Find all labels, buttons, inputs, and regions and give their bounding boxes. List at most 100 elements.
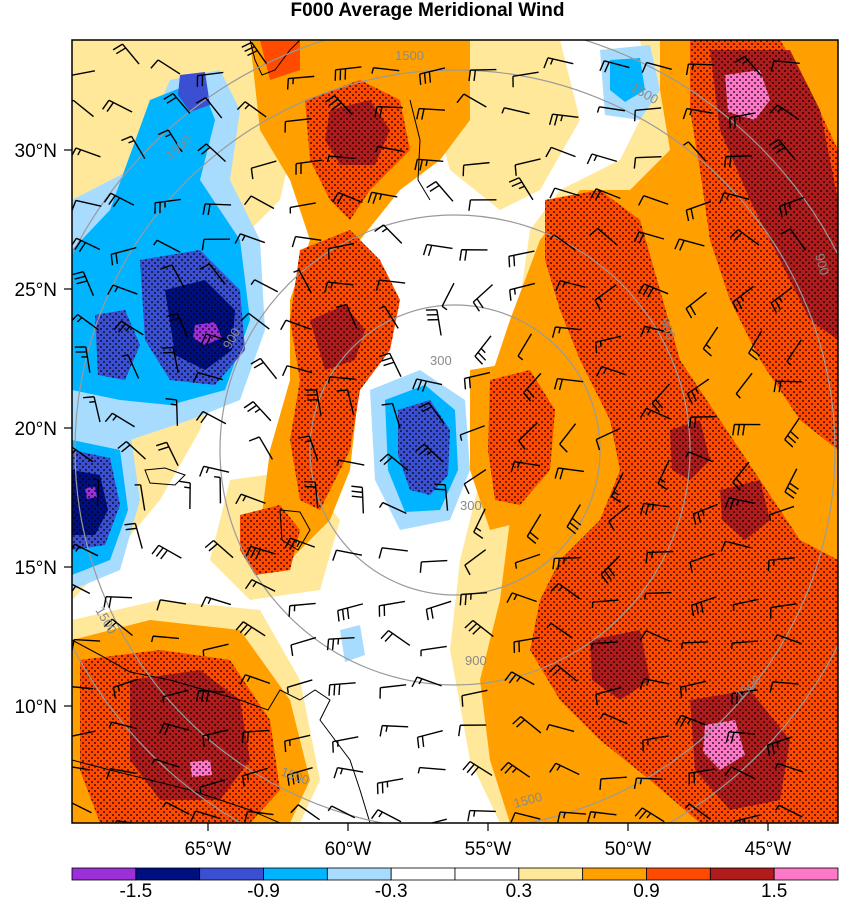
wind-barb [202, 203, 232, 216]
wind-barb [121, 135, 146, 159]
wind-barb [685, 63, 715, 76]
wind-barb [458, 724, 487, 737]
wind-barb [459, 249, 488, 261]
wind-barb [769, 138, 796, 161]
wind-barb [730, 640, 759, 650]
wind-barb [280, 319, 311, 331]
wind-barbs [72, 41, 807, 823]
colorbar-label: -0.3 [375, 881, 408, 900]
wind-barb [684, 803, 711, 820]
wind-barb [199, 779, 226, 794]
wind-barb [332, 549, 363, 561]
wind-barb [456, 93, 487, 108]
wind-barb [732, 423, 761, 436]
wind-barb [103, 618, 133, 637]
wind-barb [686, 378, 710, 404]
colorbar-swatch [518, 867, 584, 881]
wind-barb [559, 423, 577, 453]
wind-barb [464, 619, 494, 638]
colorbar-label: 0.9 [633, 881, 659, 900]
colorbar-label: -1.5 [119, 881, 152, 900]
wind-barb [284, 117, 312, 133]
wind-barb [195, 97, 223, 119]
wind-barb [514, 553, 541, 569]
wind-barb [729, 229, 760, 246]
wind-barb [244, 810, 274, 823]
wind-barb [633, 231, 665, 244]
wind-barb [775, 804, 803, 818]
wind-barb [657, 459, 670, 491]
wind-barb [201, 238, 230, 251]
wind-barb [467, 809, 496, 822]
negative-faint-region [340, 625, 365, 662]
wind-barb [514, 158, 541, 176]
colorbar-labels: -1.5 -0.9 -0.3 0.3 0.9 1.5 [119, 881, 787, 900]
wind-barb [293, 269, 312, 294]
wind-barb [150, 635, 179, 643]
wind-barb [566, 504, 582, 535]
colorbar-label: 0.3 [506, 881, 532, 900]
ring-label-1500-bottom: 1500 [512, 789, 544, 811]
wind-barb [298, 435, 319, 461]
ring-label-300: 300 [430, 353, 452, 368]
wind-barb [304, 480, 319, 508]
wind-barb [156, 441, 179, 466]
wind-barb [546, 723, 575, 733]
wind-barb [376, 777, 404, 795]
wind-barb [462, 760, 493, 777]
wind-barb [543, 57, 574, 69]
wind-barb [336, 389, 355, 416]
wind-barb [72, 237, 101, 253]
ring-label-900-right: 900 [657, 316, 679, 342]
wind-barb [156, 599, 187, 611]
wind-barb [380, 629, 411, 647]
wind-barb [769, 104, 800, 121]
wind-barb [651, 383, 670, 413]
wind-barb [644, 591, 672, 600]
wind-barb [508, 177, 534, 201]
wind-barb [190, 810, 221, 822]
wind-barb [549, 762, 580, 776]
wind-barb [685, 291, 707, 319]
colorbar-swatch [263, 867, 328, 881]
wind-barb [509, 282, 536, 301]
wind-barb [459, 591, 488, 606]
wind-barb [518, 422, 538, 450]
wind-barb [769, 681, 799, 693]
wind-barb [241, 729, 270, 744]
wind-barb [724, 497, 755, 510]
wind-barb [162, 346, 179, 374]
wind-barb [766, 736, 793, 756]
wind-barb [332, 191, 363, 205]
wind-barb [200, 596, 232, 608]
wind-barb [326, 155, 355, 163]
wind-barb [418, 402, 445, 425]
wind-barb [336, 459, 365, 466]
wind-barb [333, 767, 364, 779]
wind-barb [199, 465, 230, 477]
lat-label-10n: 10°N [15, 697, 57, 718]
ring-label-300-lower: 300 [460, 498, 482, 513]
wind-barb [554, 467, 584, 480]
wind-barb [732, 285, 754, 313]
wind-barb [104, 412, 135, 428]
wind-barb [284, 537, 315, 550]
wind-barb [112, 43, 140, 65]
wind-barb [305, 389, 322, 416]
wind-barb [415, 443, 444, 463]
wind-barb [773, 380, 802, 393]
wind-barb [692, 503, 718, 525]
wind-barb [179, 480, 191, 509]
colorbar-swatch [773, 867, 839, 881]
wind-barb [674, 238, 705, 251]
lat-label-25n: 25°N [15, 280, 57, 301]
wind-barb [464, 549, 487, 576]
wind-barb [588, 227, 618, 246]
wind-barb [92, 478, 100, 506]
wind-barb [378, 305, 399, 329]
colorbar-swatch [326, 867, 392, 881]
wind-barb [770, 59, 800, 72]
lat-label-20n: 20°N [15, 419, 57, 440]
wind-barb [250, 279, 279, 293]
wind-barb [548, 113, 579, 126]
